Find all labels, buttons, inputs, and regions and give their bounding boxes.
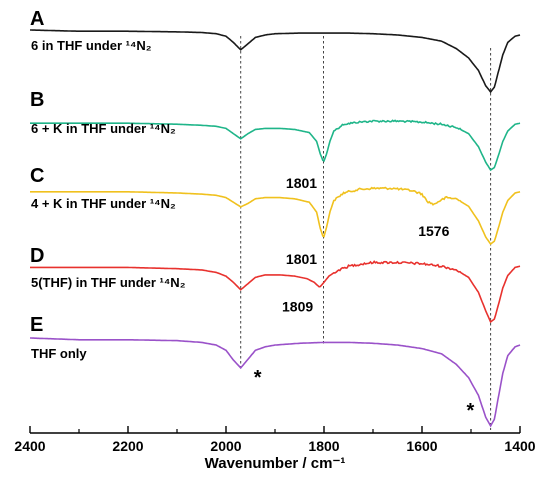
annotation-c-1576: 1576 xyxy=(418,223,449,239)
x-tick-label-2200: 2200 xyxy=(112,438,143,454)
x-tick-label-1800: 1800 xyxy=(308,438,339,454)
annotation-b-1801: 1801 xyxy=(286,175,317,191)
panel-letter-a: A xyxy=(30,8,44,30)
trace-e xyxy=(30,337,521,428)
panel-letter-e: E xyxy=(30,314,43,336)
panel-letter-b: B xyxy=(30,89,44,111)
panel-label-d: 5(THF) in THF under ¹⁴N₂ xyxy=(31,275,186,290)
annotation-d-1809: 1809 xyxy=(282,298,313,314)
x-tick-label-1600: 1600 xyxy=(406,438,437,454)
panel-label-e: THF only xyxy=(31,346,87,361)
panel-labels: A 6 in THF under ¹⁴N₂ B 6 + K in THF under … xyxy=(30,8,186,361)
trace-d xyxy=(30,260,521,324)
trace-b xyxy=(30,119,521,172)
panel-label-c: 4 + K in THF under ¹⁴N₂ xyxy=(31,196,176,211)
annotation-e-star: * xyxy=(467,400,475,422)
trace-a xyxy=(30,29,521,94)
reference-lines xyxy=(240,36,492,430)
panel-letter-c: C xyxy=(30,165,44,187)
x-tick-label-2000: 2000 xyxy=(210,438,241,454)
annotation-e-star: * xyxy=(254,367,262,389)
panel-label-a: 6 in THF under ¹⁴N₂ xyxy=(31,38,152,53)
x-tick-label-1400: 1400 xyxy=(504,438,535,454)
x-axis: 2400 2200 2000 1800 1600 1400 xyxy=(14,426,536,454)
panel-letter-d: D xyxy=(30,245,44,267)
peak-annotations: 1801 1801 1576 1809 * * xyxy=(254,175,475,422)
x-tick-label-2400: 2400 xyxy=(14,438,45,454)
panel-label-b: 6 + K in THF under ¹⁴N₂ xyxy=(31,121,176,136)
spectrum-traces xyxy=(30,29,521,428)
trace-c xyxy=(30,186,521,246)
annotation-c-1801: 1801 xyxy=(286,251,317,267)
x-axis-label: Wavenumber / cm⁻¹ xyxy=(205,455,346,472)
